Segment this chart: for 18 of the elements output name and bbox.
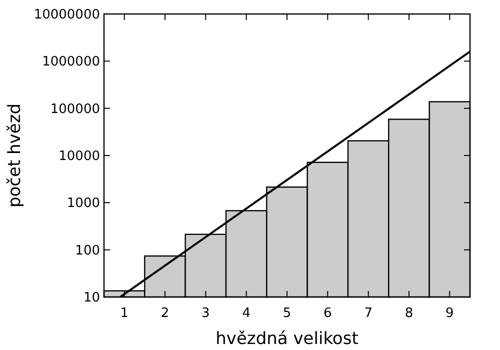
y-tick-label: 10000000	[34, 8, 100, 23]
y-tick-label: 100000	[50, 102, 100, 117]
x-tick-label: 4	[242, 306, 250, 321]
y-tick-label: 1000	[66, 196, 100, 212]
x-tick-label: 1	[120, 306, 128, 321]
y-tick-label: 1000000	[42, 54, 100, 70]
y-tick-label: 10	[83, 290, 100, 306]
y-axis-title: počet hvězd	[5, 103, 25, 208]
x-tick-label: 8	[404, 306, 414, 321]
y-tick-label: 100	[75, 243, 100, 258]
x-axis-title: hvězdná velikost	[216, 329, 359, 349]
x-tick-label: 2	[160, 306, 170, 321]
x-tick-label: 9	[446, 306, 454, 321]
x-tick-label: 3	[202, 306, 210, 321]
x-tick-label: 6	[324, 306, 332, 321]
x-tick-label: 7	[364, 306, 372, 321]
y-tick-label: 10000	[58, 149, 100, 164]
x-tick-label: 5	[282, 306, 292, 321]
